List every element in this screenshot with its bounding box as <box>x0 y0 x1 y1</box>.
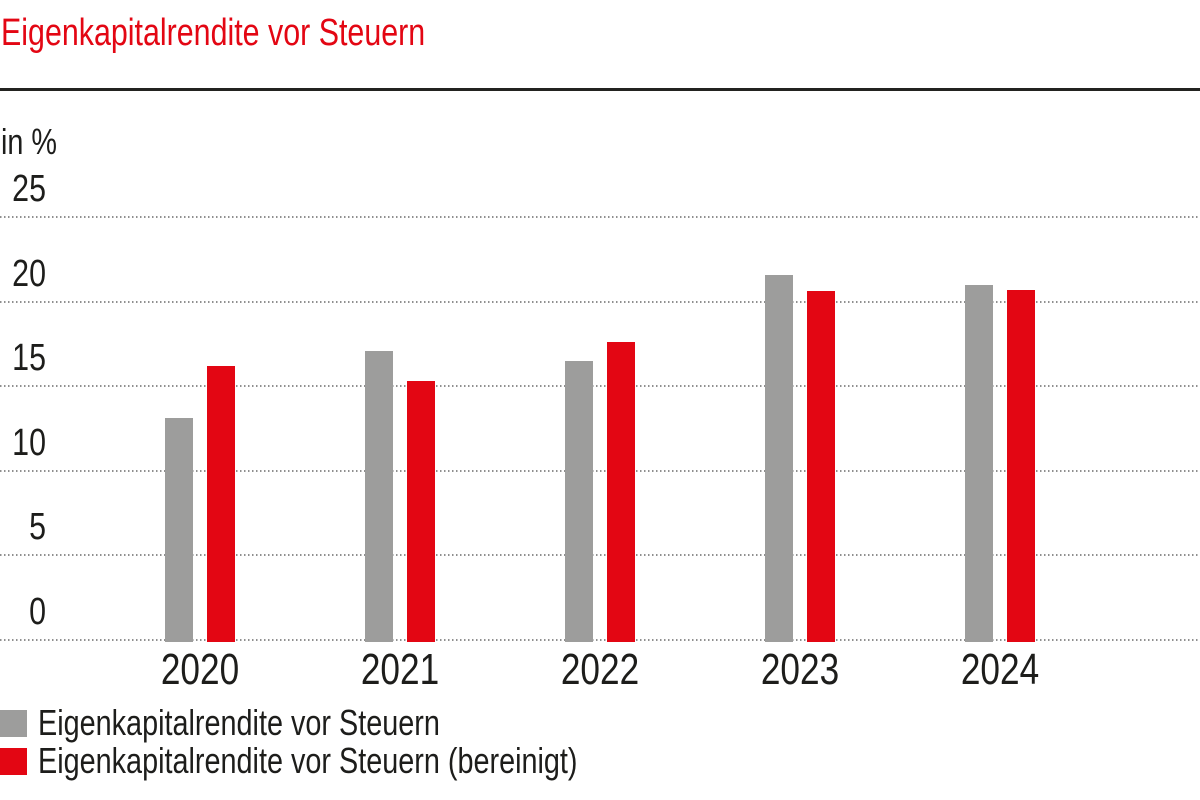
bar-gray-2023 <box>765 274 793 642</box>
x-category-label-2021: 2021 <box>360 645 440 694</box>
legend-swatch-red <box>0 747 27 775</box>
legend-item-adjusted: Eigenkapitalrendite vor Steuern (bereini… <box>0 740 712 781</box>
bar-red-2022 <box>607 342 635 642</box>
bar-red-2023 <box>807 291 835 642</box>
bar-gray-2022 <box>565 360 593 642</box>
bar-gray-2020 <box>165 418 193 642</box>
legend-label: Eigenkapitalrendite vor Steuern (bereini… <box>38 740 578 781</box>
legend-item-unadjusted: Eigenkapitalrendite vor Steuern <box>0 702 540 743</box>
bar-gray-2021 <box>365 350 393 642</box>
y-tick-label-25: 25 <box>12 168 46 210</box>
gridline-20 <box>0 300 1200 303</box>
bar-red-2020 <box>207 365 235 642</box>
y-tick-label-15: 15 <box>12 337 46 380</box>
header-rule <box>0 88 1200 91</box>
gridline-15 <box>0 385 1200 388</box>
y-axis-unit-label: in % <box>1 121 58 162</box>
y-tick-label-10: 10 <box>12 421 46 464</box>
y-tick-label-0: 0 <box>29 591 46 633</box>
x-category-label-2022: 2022 <box>560 645 640 694</box>
gridline-25 <box>0 216 1200 218</box>
x-category-label-2020: 2020 <box>160 645 240 694</box>
bar-red-2024 <box>1007 289 1035 642</box>
gridline-5 <box>0 554 1200 557</box>
bar-gray-2024 <box>965 284 993 642</box>
x-category-label-2023: 2023 <box>760 645 840 694</box>
bar-red-2021 <box>407 381 435 642</box>
gridline-0 <box>0 639 1200 641</box>
y-tick-label-5: 5 <box>29 506 46 549</box>
chart-title: Eigenkapitalrendite vor Steuern <box>1 12 426 54</box>
y-tick-label-20: 20 <box>12 252 46 295</box>
legend-swatch-gray <box>0 709 27 737</box>
gridline-10 <box>0 469 1200 472</box>
x-category-label-2024: 2024 <box>960 645 1040 694</box>
legend-label: Eigenkapitalrendite vor Steuern <box>38 702 440 743</box>
